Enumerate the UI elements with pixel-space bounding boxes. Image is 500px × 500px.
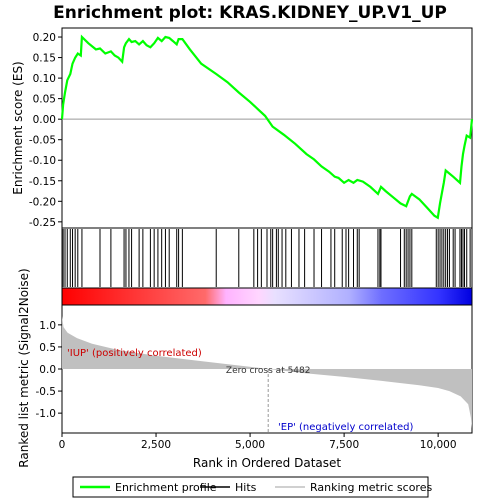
negative-correlation-label: 'EP' (negatively correlated)	[278, 422, 413, 433]
es-y-tick-label: -0.25	[29, 217, 56, 229]
es-y-tick-label: 0.15	[33, 53, 56, 65]
x-tick-label: 7,500	[329, 439, 359, 451]
x-tick-label: 0	[59, 439, 66, 451]
positive-correlation-label: 'IUP' (positively correlated)	[67, 348, 202, 359]
ranking-y-tick-label: 0.0	[39, 364, 56, 376]
x-tick-label: 2,500	[141, 439, 171, 451]
x-axis: 0 2,500 5,000 7,500 10,000	[59, 433, 457, 451]
legend-label-0: Enrichment profile	[115, 481, 217, 494]
color-bar	[61, 287, 473, 306]
es-y-tick-label: 0.20	[33, 32, 56, 44]
ranking-metric-area	[62, 316, 472, 429]
zero-cross-label: Zero cross at 5482	[226, 366, 311, 376]
legend: Enrichment profile Hits Ranking metric sco…	[80, 481, 432, 494]
ranking-y-tick-label: 0.5	[39, 342, 56, 354]
ranking-y-axis: 1.0 0.5 0.0 -0.5 -1.0	[36, 320, 62, 420]
ranking-y-axis-label: Ranked list metric (Signal2Noise)	[17, 268, 31, 467]
es-y-axis: 0.20 0.15 0.10 0.05 0.00 -0.05 -0.10 -0.15 -0.20…	[29, 32, 62, 229]
es-panel-frame	[61, 27, 473, 229]
legend-box	[72, 476, 429, 498]
legend-label-2: Ranking metric scores	[310, 481, 432, 494]
es-y-tick-label: -0.20	[29, 196, 56, 208]
es-y-tick-label: -0.15	[29, 176, 56, 188]
legend-label-1: Hits	[235, 481, 257, 494]
es-y-tick-label: -0.05	[29, 135, 56, 147]
x-tick-label: 5,000	[235, 439, 265, 451]
x-axis-label: Rank in Ordered Dataset	[193, 456, 341, 470]
x-tick-label: 10,000	[420, 439, 457, 451]
es-y-axis-label: Enrichment score (ES)	[11, 61, 25, 194]
ranking-y-tick-label: -0.5	[36, 386, 57, 398]
es-y-tick-label: 0.05	[33, 94, 56, 106]
es-y-tick-label: 0.10	[33, 73, 56, 85]
es-y-tick-label: 0.00	[33, 114, 56, 126]
hits-markers	[62, 229, 471, 287]
es-y-tick-label: -0.10	[29, 155, 56, 167]
ranking-y-tick-label: -1.0	[36, 408, 57, 420]
chart-title: Enrichment plot: KRAS.KIDNEY_UP.V1_UP	[53, 3, 447, 23]
ranking-y-tick-label: 1.0	[39, 320, 56, 332]
enrichment-profile-line	[60, 34, 474, 220]
